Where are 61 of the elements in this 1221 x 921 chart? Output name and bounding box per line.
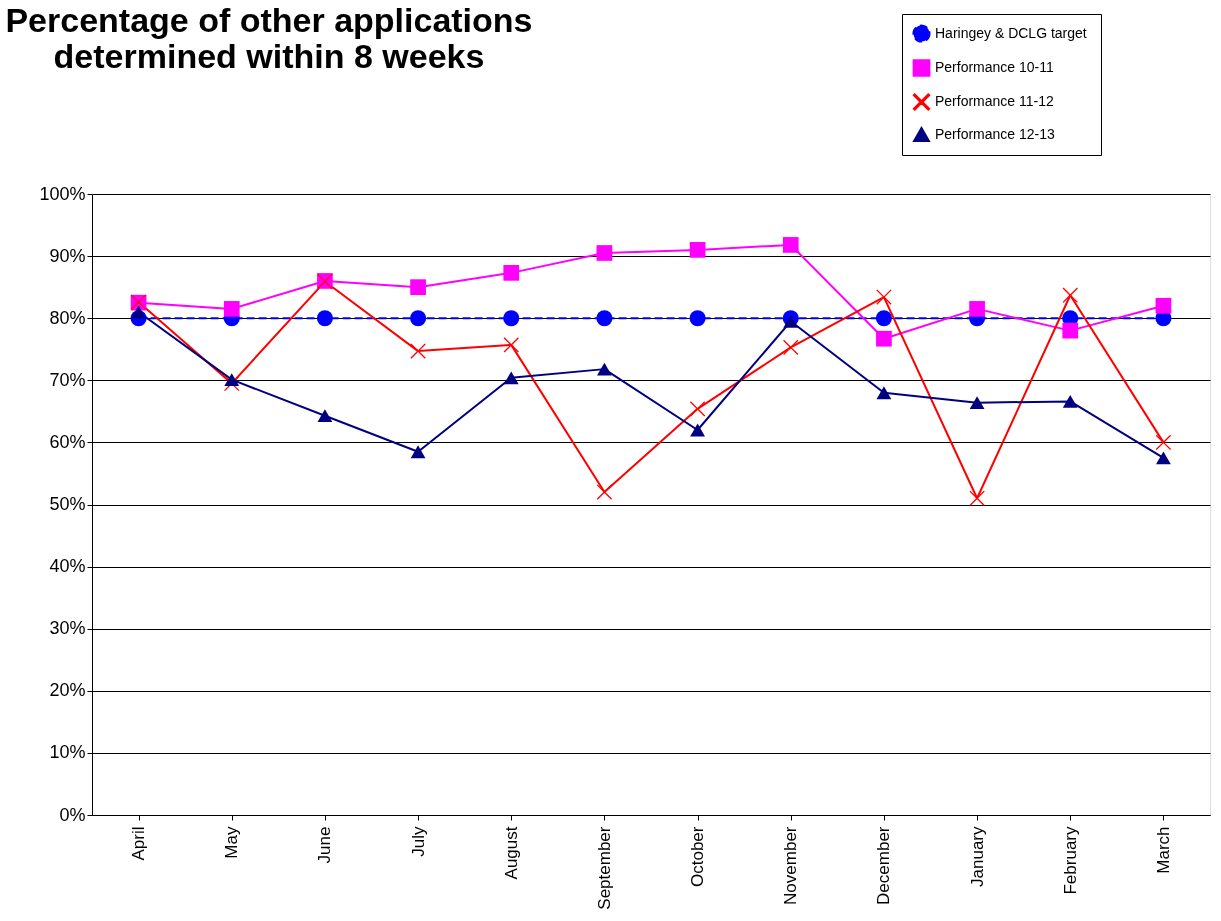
point bbox=[969, 396, 985, 410]
x-tick-label: May bbox=[222, 826, 242, 859]
x-tick-label: April bbox=[129, 826, 149, 861]
point bbox=[223, 301, 240, 317]
x-tick-label: March bbox=[1153, 826, 1173, 874]
point bbox=[410, 279, 426, 295]
point bbox=[783, 339, 799, 356]
point bbox=[876, 386, 892, 400]
x-tick-label: August bbox=[501, 826, 521, 880]
y-tick-label: 90% bbox=[49, 245, 86, 266]
x-tick-label: February bbox=[1060, 826, 1080, 895]
point bbox=[1062, 322, 1079, 339]
point bbox=[596, 484, 613, 500]
point bbox=[596, 245, 613, 261]
point bbox=[969, 490, 985, 506]
legend-label: Performance 12-13 bbox=[935, 125, 1056, 142]
point bbox=[131, 305, 146, 319]
point bbox=[782, 237, 799, 253]
point bbox=[410, 445, 426, 459]
point bbox=[1155, 297, 1172, 314]
x-tick-label: October bbox=[688, 826, 708, 887]
point bbox=[969, 301, 985, 317]
point bbox=[503, 265, 520, 281]
point bbox=[689, 401, 706, 417]
point bbox=[875, 310, 892, 327]
point bbox=[317, 409, 333, 423]
legend-label: Performance 10-11 bbox=[935, 59, 1055, 75]
point bbox=[503, 310, 520, 327]
x-tick-label: June bbox=[315, 826, 335, 864]
y-tick-label: 40% bbox=[49, 556, 86, 577]
x-tick-label: July bbox=[408, 826, 428, 857]
y-tick-label: 70% bbox=[49, 369, 86, 390]
x-tick-label: September bbox=[594, 826, 614, 910]
point bbox=[689, 242, 706, 258]
point bbox=[1062, 394, 1078, 408]
y-tick-label: 100% bbox=[39, 183, 86, 204]
y-tick-label: 60% bbox=[49, 431, 86, 452]
chart-title: Percentage of other applications determined within 8 weeks bbox=[5, 1, 533, 75]
point bbox=[410, 310, 427, 327]
x-tick-label: January bbox=[967, 826, 987, 887]
point bbox=[1156, 451, 1171, 465]
point bbox=[690, 423, 705, 437]
point bbox=[689, 310, 706, 327]
point bbox=[596, 310, 613, 327]
y-tick-label: 50% bbox=[49, 494, 86, 514]
x-tick-label: December bbox=[874, 826, 894, 905]
y-tick-label: 10% bbox=[49, 742, 86, 763]
y-tick-label: 0% bbox=[59, 804, 86, 825]
point bbox=[316, 310, 333, 327]
point bbox=[503, 371, 519, 385]
y-tick-label: 30% bbox=[49, 618, 86, 639]
legend-label: Performance 11-12 bbox=[935, 93, 1055, 109]
point bbox=[597, 362, 612, 376]
point bbox=[503, 337, 519, 353]
point bbox=[224, 373, 240, 387]
y-tick-label: 80% bbox=[49, 307, 86, 328]
y-tick-label: 20% bbox=[49, 680, 86, 701]
legend-label: Haringey & DCLG target bbox=[935, 24, 1087, 41]
x-tick-label: November bbox=[781, 826, 801, 905]
point bbox=[783, 314, 799, 328]
point bbox=[876, 330, 892, 347]
